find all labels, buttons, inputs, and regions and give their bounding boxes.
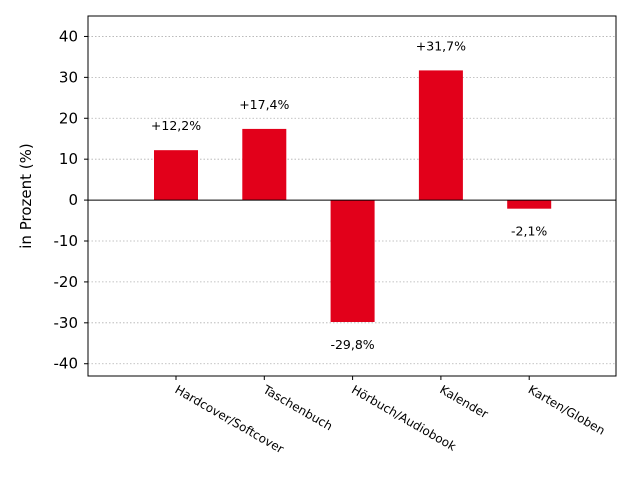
bar (418, 70, 463, 201)
y-tick-label: 30 (59, 68, 78, 86)
data-labels: +12,2% +17,4% -29,8% +31,7% -2,1% (151, 38, 548, 352)
bar (154, 150, 198, 201)
y-tick-label: -30 (54, 314, 79, 332)
y-tick-label: -10 (54, 232, 79, 250)
plot-frame (87, 15, 617, 377)
data-label: +31,7% (416, 38, 466, 53)
y-tick-label: -40 (54, 355, 79, 373)
data-label: -2,1% (511, 224, 547, 239)
y-ticks: 40 30 20 10 0 -10 -20 -30 -40 (54, 27, 88, 373)
bar (507, 200, 552, 209)
data-label: -29,8% (330, 337, 374, 352)
bar (242, 128, 287, 201)
data-label: +12,2% (151, 118, 201, 133)
y-tick-label: 10 (59, 150, 78, 168)
y-tick-label: 0 (68, 191, 78, 209)
y-axis-title: in Prozent (%) (17, 143, 35, 248)
x-tick-label: Taschenbuch (260, 382, 335, 433)
y-tick-label: -20 (54, 273, 79, 291)
y-tick-label: 40 (59, 27, 78, 45)
bar (330, 200, 375, 322)
bars (154, 70, 552, 322)
y-tick-label: 20 (59, 109, 78, 127)
x-tick-label: Karten/Globen (526, 382, 608, 437)
x-tick-label: Kalender (437, 382, 490, 421)
data-label: +17,4% (239, 97, 289, 112)
